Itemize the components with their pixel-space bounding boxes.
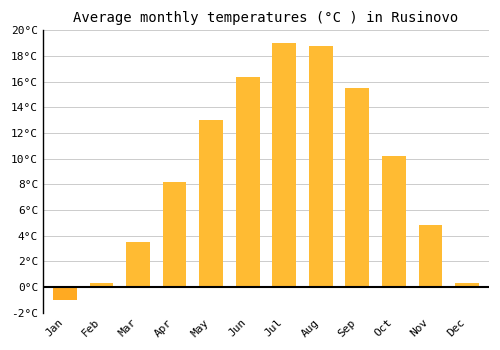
- Bar: [346, 88, 369, 287]
- Title: Average monthly temperatures (°C ) in Rusinovo: Average monthly temperatures (°C ) in Ru…: [74, 11, 458, 25]
- Bar: [199, 120, 223, 287]
- Bar: [272, 43, 296, 287]
- Bar: [236, 77, 260, 287]
- Bar: [126, 242, 150, 287]
- Bar: [309, 46, 332, 287]
- Bar: [90, 283, 114, 287]
- Bar: [418, 225, 442, 287]
- Bar: [382, 156, 406, 287]
- Bar: [455, 283, 479, 287]
- Bar: [53, 287, 77, 300]
- Bar: [162, 182, 186, 287]
